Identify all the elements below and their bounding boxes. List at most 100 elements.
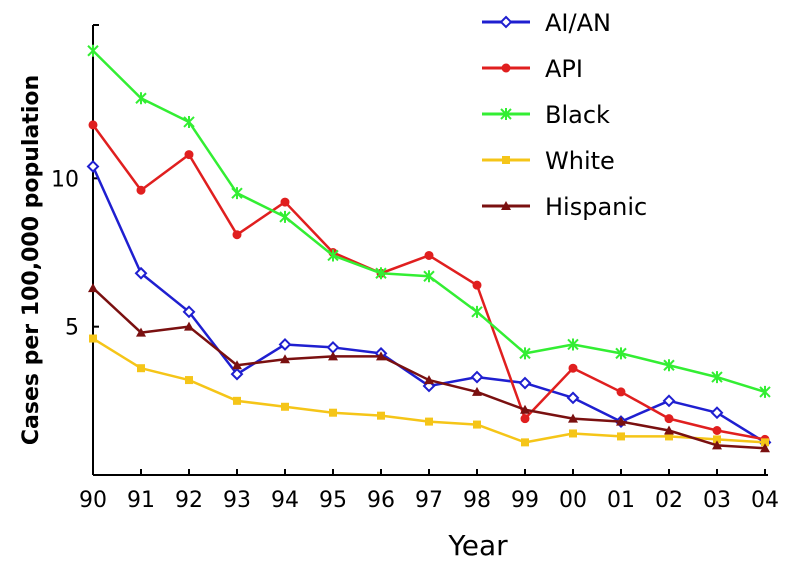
data-point xyxy=(664,414,674,424)
data-point xyxy=(137,364,145,373)
data-point xyxy=(520,414,530,424)
data-point xyxy=(136,327,146,337)
data-point xyxy=(86,160,100,173)
legend-label: Hispanic xyxy=(545,193,647,221)
data-point xyxy=(712,440,722,450)
data-point xyxy=(710,406,724,420)
series-black xyxy=(87,44,771,398)
data-point xyxy=(471,305,483,318)
data-point xyxy=(711,371,723,384)
data-point xyxy=(616,416,626,426)
data-point xyxy=(89,334,97,343)
legend-marker xyxy=(501,201,511,210)
data-point xyxy=(712,426,722,435)
data-point xyxy=(184,150,194,160)
legend-entry: API xyxy=(482,55,583,83)
data-point xyxy=(664,425,674,435)
x-tick-label: 96 xyxy=(367,488,395,513)
x-tick-label: 92 xyxy=(175,488,203,513)
x-tick-label: 91 xyxy=(127,488,155,513)
data-point xyxy=(470,370,484,384)
data-point xyxy=(230,367,244,381)
legend-label: White xyxy=(545,147,615,175)
data-point xyxy=(280,197,290,207)
series-white xyxy=(89,334,769,447)
legend-entry: Hispanic xyxy=(482,193,647,221)
data-point xyxy=(328,351,338,361)
series-layer xyxy=(86,44,772,453)
legend-entry: White xyxy=(482,147,615,175)
data-point xyxy=(184,321,194,331)
data-point xyxy=(136,185,146,195)
series-ai-an xyxy=(86,160,772,449)
x-tick-label: 94 xyxy=(271,488,299,513)
series-hispanic xyxy=(88,283,770,453)
axes: 90 91 92 93 94 95 96 97 98 99 00 01 02 03 04 5 10 xyxy=(51,24,779,513)
data-point xyxy=(87,44,99,57)
data-point xyxy=(472,280,482,290)
data-point xyxy=(88,283,98,293)
x-tick-label: 95 xyxy=(319,488,347,513)
data-point xyxy=(568,363,578,373)
data-point xyxy=(519,347,531,360)
data-point xyxy=(760,443,770,453)
data-point xyxy=(567,338,579,351)
data-point xyxy=(232,360,242,370)
data-point xyxy=(616,387,626,397)
x-tick-label: 00 xyxy=(559,488,587,513)
data-point xyxy=(88,120,98,130)
data-point xyxy=(424,250,434,260)
data-point xyxy=(518,376,532,390)
x-tick-label: 90 xyxy=(79,488,107,513)
y-axis-title: Cases per 100,000 population xyxy=(19,75,44,445)
data-point xyxy=(377,411,385,420)
data-point xyxy=(135,92,147,105)
data-point xyxy=(327,249,339,262)
legend-entry: AI/AN xyxy=(482,9,611,37)
legend-label: Black xyxy=(545,101,610,129)
legend-marker xyxy=(500,108,512,120)
data-point xyxy=(617,432,625,441)
x-tick-label: 03 xyxy=(703,488,731,513)
x-tick-label: 99 xyxy=(511,488,539,513)
data-point xyxy=(278,338,292,351)
data-point xyxy=(425,417,433,426)
data-point xyxy=(663,359,675,372)
data-point xyxy=(665,432,673,441)
data-point xyxy=(662,394,676,408)
x-tick-label: 02 xyxy=(655,488,683,513)
legend-marker xyxy=(502,156,510,164)
data-point xyxy=(473,420,481,429)
x-tick-label: 98 xyxy=(463,488,491,513)
data-point xyxy=(375,267,387,280)
x-tick-label: 93 xyxy=(223,488,251,513)
data-point xyxy=(569,429,577,438)
data-point xyxy=(759,385,771,398)
legend-marker xyxy=(499,15,513,29)
data-point xyxy=(520,404,530,414)
y-tick-label: 10 xyxy=(51,167,79,192)
x-tick-label: 97 xyxy=(415,488,443,513)
x-axis-title: Year xyxy=(447,529,508,561)
x-tick-label: 04 xyxy=(751,488,779,513)
legend: AI/AN API Black White Hispanic xyxy=(482,9,647,221)
data-point xyxy=(566,391,580,405)
data-point xyxy=(615,347,627,360)
data-point xyxy=(568,413,578,423)
data-point xyxy=(182,305,196,319)
data-point xyxy=(376,351,386,361)
data-point xyxy=(134,266,148,280)
data-point xyxy=(761,438,769,447)
data-point xyxy=(521,438,529,447)
data-point xyxy=(232,230,242,240)
legend-marker xyxy=(501,63,511,73)
data-point xyxy=(329,408,337,417)
y-tick-label: 5 xyxy=(65,316,79,341)
legend-label: AI/AN xyxy=(545,9,611,37)
data-point xyxy=(472,386,482,396)
data-point xyxy=(326,341,340,354)
data-point xyxy=(280,354,290,364)
legend-label: API xyxy=(545,55,583,83)
series-line xyxy=(92,49,766,394)
